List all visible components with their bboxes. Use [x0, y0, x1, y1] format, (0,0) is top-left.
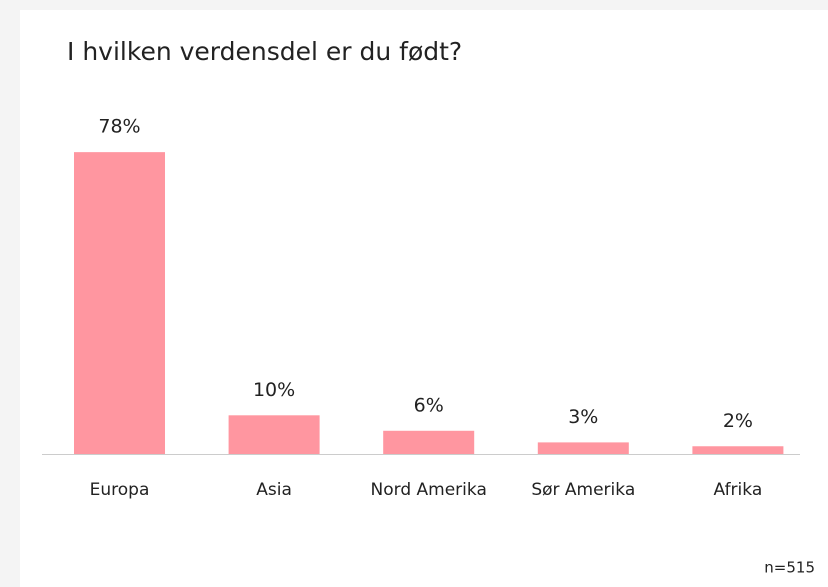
x-tick-label: Nord Amerika — [371, 480, 487, 500]
value-label: 3% — [568, 406, 598, 428]
chart-title: I hvilken verdensdel er du født? — [67, 37, 462, 66]
bar — [537, 442, 629, 454]
x-tick-label: Asia — [256, 480, 292, 500]
value-label: 2% — [723, 410, 753, 432]
x-tick-label: Europa — [90, 480, 150, 500]
sample-size: n=515 — [764, 559, 815, 577]
value-label: 78% — [98, 116, 140, 138]
bar — [692, 446, 784, 454]
bar — [74, 152, 165, 454]
x-tick-label: Sør Amerika — [531, 480, 635, 500]
bar — [228, 415, 320, 454]
bar — [383, 430, 475, 454]
value-label: 10% — [253, 379, 295, 401]
x-tick-label: Afrika — [714, 480, 763, 500]
value-label: 6% — [414, 394, 444, 416]
